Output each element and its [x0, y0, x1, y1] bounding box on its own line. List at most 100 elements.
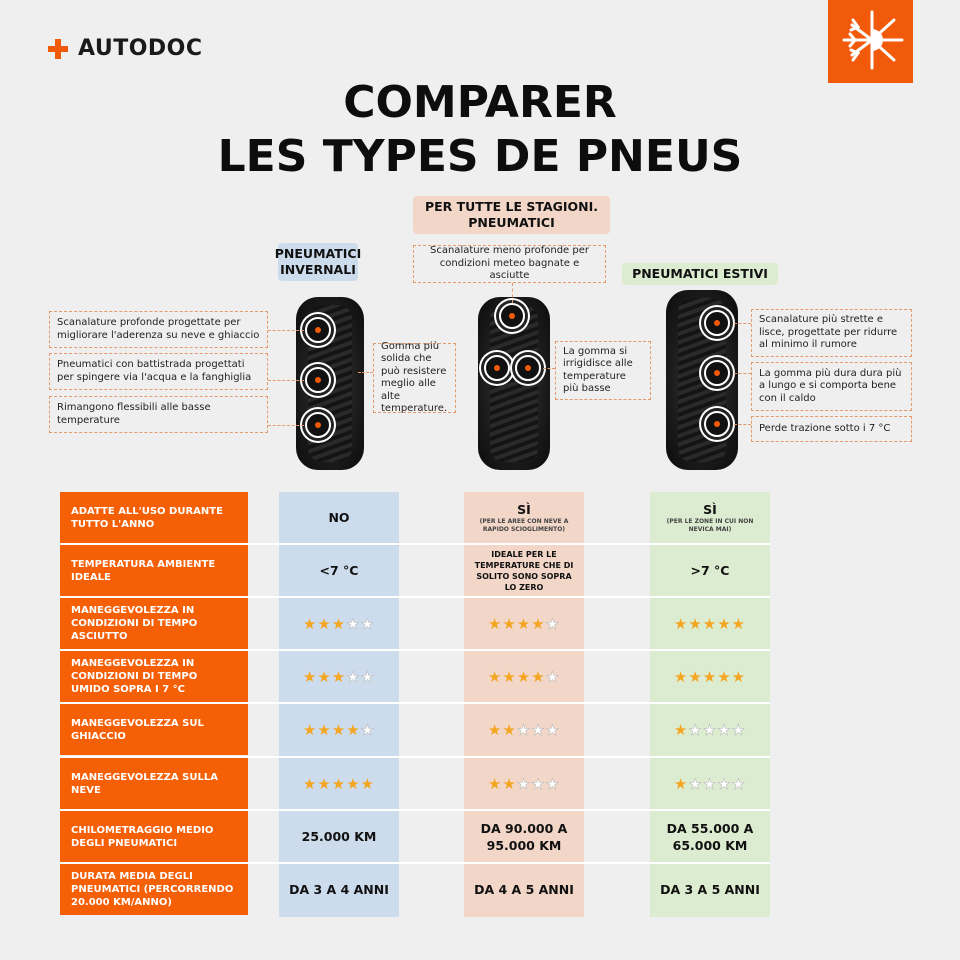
connector-line: [268, 380, 304, 381]
hotspot-icon[interactable]: [499, 303, 525, 329]
star-icon: ★: [702, 667, 718, 686]
connector-line: [358, 372, 373, 373]
star-icon: ★: [516, 614, 532, 633]
star-icon: ★: [673, 720, 689, 739]
star-icon: ★: [302, 614, 318, 633]
star-icon: ★: [731, 614, 747, 633]
star-icon: ★: [487, 720, 503, 739]
table-cell-winter: ★★★★★: [279, 704, 399, 755]
cell-value: <7 °C: [319, 563, 359, 578]
hotspot-icon[interactable]: [704, 411, 730, 437]
table-cell-winter: <7 °C: [279, 545, 399, 596]
connector-line: [734, 424, 751, 425]
row-divider: [60, 596, 770, 598]
cell-value: DA 3 A 4 ANNI: [289, 882, 389, 897]
hotspot-icon[interactable]: [305, 367, 331, 393]
star-rating: ★★★★★: [673, 720, 746, 739]
table-cell-allseason: ★★★★★: [464, 651, 584, 702]
hotspot-icon[interactable]: [515, 355, 541, 381]
star-icon: ★: [502, 614, 517, 633]
star-icon: ★: [317, 667, 332, 686]
row-label: ADATTE ALL'USO DURANTE TUTTO L'ANNO: [60, 492, 248, 543]
star-icon: ★: [545, 774, 561, 793]
table-cell-summer: SÌ (PER LE ZONE IN CUI NON NEVICA MAI): [650, 492, 770, 543]
star-icon: ★: [702, 614, 718, 633]
winter-note: Rimangono flessibili alle basse temperat…: [49, 396, 268, 433]
star-icon: ★: [717, 614, 732, 633]
star-rating: ★★★★★: [488, 614, 560, 633]
row-label: MANEGGEVOLEZZA SULLA NEVE: [60, 758, 248, 809]
star-icon: ★: [331, 774, 347, 793]
connector-line: [734, 373, 751, 374]
star-icon: ★: [346, 720, 361, 739]
allseason-tyre-image: [478, 297, 550, 470]
table-cell-allseason: IDEALE PER LE TEMPERATURE CHE DI SOLITO …: [464, 545, 584, 596]
star-icon: ★: [545, 667, 561, 686]
summer-note: La gomma più dura dura più a lungo e si …: [751, 362, 912, 411]
table-cell-winter: ★★★★★: [279, 758, 399, 809]
hotspot-icon[interactable]: [704, 310, 730, 336]
star-icon: ★: [731, 774, 747, 793]
star-icon: ★: [331, 720, 347, 739]
hotspot-icon[interactable]: [305, 317, 331, 343]
row-divider: [60, 756, 770, 758]
star-rating: ★★★★★: [487, 720, 561, 739]
cell-note: (PER LE AREE CON NEVE A RAPIDO SCIOGLIME…: [479, 518, 569, 533]
star-icon: ★: [360, 720, 376, 739]
autodoc-logo[interactable]: AUTODOC: [48, 36, 203, 61]
star-icon: ★: [545, 720, 561, 739]
star-rating: ★★★★★: [487, 667, 561, 686]
star-icon: ★: [302, 667, 318, 686]
row-divider: [60, 543, 770, 545]
allseason-note: Scanalature meno profonde per condizioni…: [413, 245, 606, 283]
star-icon: ★: [688, 667, 703, 686]
summer-column: [650, 492, 770, 917]
table-cell-allseason: ★★★★★: [464, 598, 584, 649]
star-icon: ★: [346, 774, 361, 793]
star-icon: ★: [673, 774, 689, 793]
hotspot-icon[interactable]: [484, 355, 510, 381]
table-cell-allseason: ★★★★★: [464, 704, 584, 755]
star-rating: ★★★★★: [674, 615, 746, 633]
row-label: CHILOMETRAGGIO MEDIO DEGLI PNEUMATICI: [60, 811, 248, 862]
summer-note: Perde trazione sotto i 7 °C: [751, 416, 912, 442]
table-cell-summer: ★★★★★: [650, 598, 770, 649]
row-label: TEMPERATURA AMBIENTE IDEALE: [60, 545, 248, 596]
star-icon: ★: [688, 774, 703, 793]
table-cell-winter: DA 3 A 4 ANNI: [279, 864, 399, 915]
star-rating: ★★★★★: [673, 774, 747, 793]
winter-tag: PNEUMATICI INVERNALI: [275, 243, 361, 281]
star-icon: ★: [487, 774, 503, 793]
table-cell-summer: ★★★★★: [650, 651, 770, 702]
star-icon: ★: [688, 720, 703, 739]
star-icon: ★: [487, 667, 503, 686]
star-icon: ★: [531, 774, 546, 793]
plus-icon: [48, 38, 68, 59]
row-divider: [60, 862, 770, 864]
star-icon: ★: [317, 614, 332, 633]
row-label: MANEGGEVOLEZZA SUL GHIACCIO: [60, 704, 248, 755]
star-rating: ★★★★★: [487, 774, 561, 793]
summer-tag: PNEUMATICI ESTIVI: [622, 263, 778, 285]
row-divider: [60, 649, 770, 651]
cell-value: SÌ: [703, 502, 717, 517]
table-cell-summer: ★★★★★: [650, 758, 770, 809]
cell-value: 25.000 KM: [301, 829, 377, 844]
cell-value: DA 4 A 5 ANNI: [474, 882, 574, 897]
star-icon: ★: [531, 720, 546, 739]
allseason-tag: PER TUTTE LE STAGIONI. PNEUMATICI: [413, 196, 610, 234]
star-icon: ★: [673, 667, 689, 686]
table-cell-summer: DA 55.000 A 65.000 KM: [650, 811, 770, 862]
star-icon: ★: [717, 667, 732, 686]
connector-line: [543, 368, 555, 369]
allseason-column: [464, 492, 584, 917]
winter-note: Gomma più solida che può resistere megli…: [373, 341, 456, 414]
star-icon: ★: [516, 667, 532, 686]
star-icon: ★: [302, 720, 318, 739]
hotspot-icon[interactable]: [704, 360, 730, 386]
star-icon: ★: [302, 774, 318, 793]
star-icon: ★: [531, 614, 546, 633]
star-rating: ★★★★★: [302, 720, 376, 739]
star-rating: ★★★★★: [302, 667, 375, 686]
hotspot-icon[interactable]: [305, 412, 331, 438]
